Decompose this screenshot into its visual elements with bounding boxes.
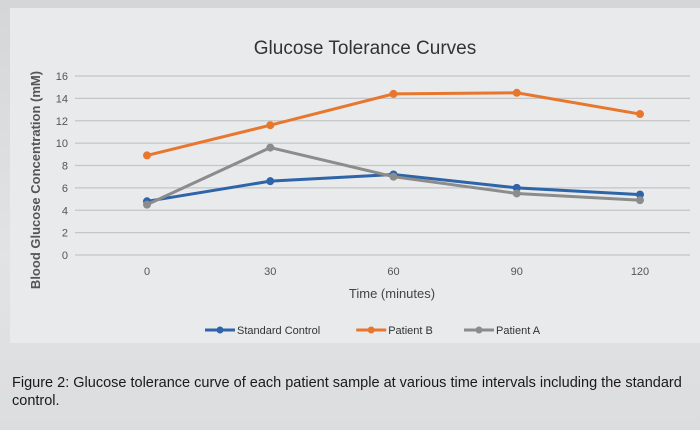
data-point <box>512 183 521 192</box>
y-tick-label: 14 <box>56 93 68 105</box>
y-tick-label: 8 <box>62 161 68 173</box>
legend-marker <box>475 326 483 334</box>
y-tick-label: 12 <box>56 116 68 128</box>
y-tick-label: 2 <box>62 228 68 240</box>
x-tick-label: 90 <box>511 266 523 278</box>
data-point <box>389 172 398 181</box>
chart-title: Glucose Tolerance Curves <box>254 38 476 59</box>
line-chart: Glucose Tolerance Curves 0 2 4 6 8 10 12 14 16 0… <box>28 38 690 337</box>
x-tick-label: 60 <box>387 266 399 278</box>
data-point <box>389 89 398 98</box>
series-line-patient-b <box>146 91 641 157</box>
data-point <box>512 189 521 198</box>
data-point <box>636 190 644 199</box>
y-axis-label: Blood Glucose Concentration (mM) <box>28 71 43 289</box>
data-point <box>636 110 644 119</box>
x-tick-label: 120 <box>631 266 649 278</box>
legend-marker <box>367 326 375 334</box>
x-tick-label: 0 <box>144 266 150 278</box>
legend-entry: Standard Control <box>237 325 320 337</box>
legend-marker <box>216 326 224 334</box>
y-tick-label: 6 <box>62 183 68 195</box>
data-point <box>266 143 275 152</box>
data-point <box>266 121 275 130</box>
x-axis-label: Time (minutes) <box>349 286 435 301</box>
data-point <box>143 151 151 160</box>
legend-entry: Patient A <box>496 325 541 337</box>
data-point <box>266 177 275 186</box>
legend-entry: Patient B <box>388 325 433 337</box>
data-point <box>512 88 521 97</box>
data-point <box>636 196 644 205</box>
y-tick-label: 16 <box>56 71 68 83</box>
y-tick-label: 4 <box>62 205 68 217</box>
data-point <box>143 200 151 209</box>
x-tick-label: 30 <box>264 266 276 278</box>
figure-caption: Figure 2: Glucose tolerance curve of eac… <box>12 375 682 409</box>
y-tick-label: 10 <box>56 138 68 150</box>
y-tick-label: 0 <box>62 250 68 262</box>
